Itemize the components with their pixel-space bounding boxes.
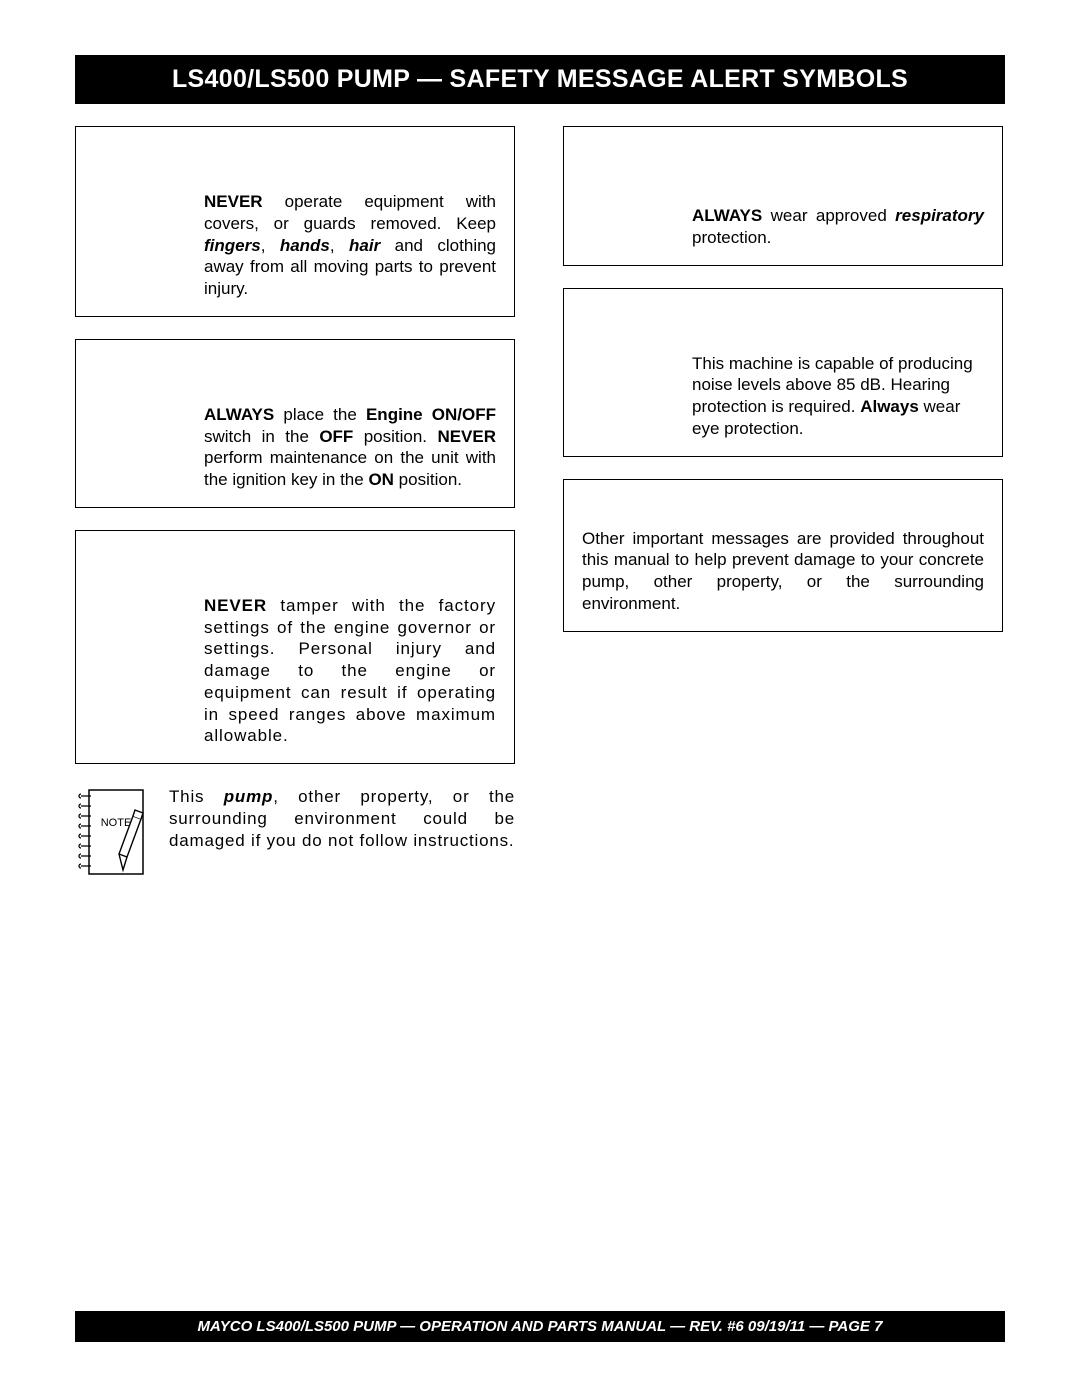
footer-bar: MAYCO LS400/LS500 PUMP — OPERATION AND P…: [75, 1311, 1005, 1342]
safety-box-text: This machine is capable of producing noi…: [582, 353, 984, 440]
safety-box-text: NEVER operate equipment with covers, or …: [94, 191, 496, 300]
page-title-bar: LS400/LS500 PUMP — SAFETY MESSAGE ALERT …: [75, 55, 1005, 104]
safety-box-text: Other important messages are provided th…: [582, 528, 984, 615]
safety-box-text: NEVER tamper with the factory settings o…: [94, 595, 496, 747]
note-label: NOTE: [101, 817, 132, 829]
safety-box: NEVER tamper with the factory settings o…: [75, 530, 515, 764]
safety-box: Other important messages are provided th…: [563, 479, 1003, 632]
safety-box: ALWAYS wear approved respiratory protect…: [563, 126, 1003, 266]
safety-box: NEVER operate equipment with covers, or …: [75, 126, 515, 317]
left-column: NEVER operate equipment with covers, or …: [75, 126, 515, 764]
notepad-icon: NOTE: [75, 786, 147, 878]
safety-box-text: ALWAYS wear approved respiratory protect…: [582, 205, 984, 249]
content-columns: NEVER operate equipment with covers, or …: [75, 126, 1005, 764]
safety-box: ALWAYS place the Engine ON/OFF switch in…: [75, 339, 515, 508]
page-title: LS400/LS500 PUMP — SAFETY MESSAGE ALERT …: [172, 65, 908, 93]
note-text: This pump, other property, or the surrou…: [169, 786, 515, 851]
footer-text: MAYCO LS400/LS500 PUMP — OPERATION AND P…: [198, 1318, 883, 1335]
note-row: NOTE This pump, other property, or the s…: [75, 786, 515, 878]
safety-box: This machine is capable of producing noi…: [563, 288, 1003, 457]
safety-box-text: ALWAYS place the Engine ON/OFF switch in…: [94, 404, 496, 491]
right-column: ALWAYS wear approved respiratory protect…: [563, 126, 1003, 764]
